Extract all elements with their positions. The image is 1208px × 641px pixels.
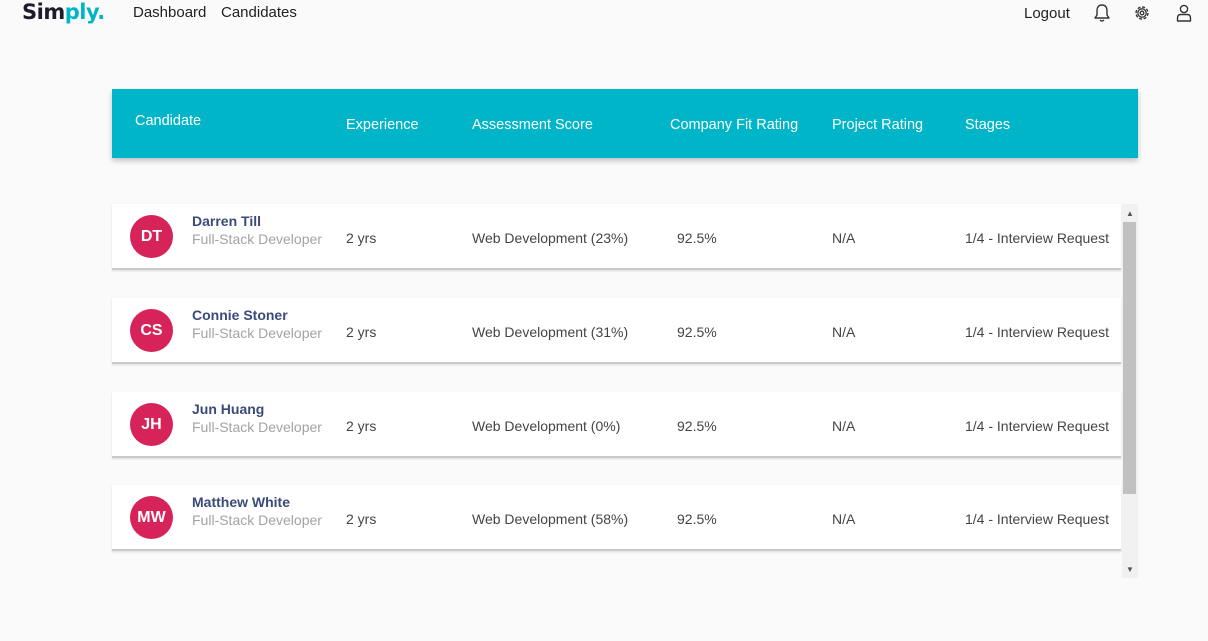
- candidate-name[interactable]: Jun Huang: [192, 401, 265, 417]
- candidate-role: Full-Stack Developer: [192, 512, 322, 528]
- experience-value: 2 yrs: [346, 511, 377, 527]
- scrollbar-thumb[interactable]: [1123, 222, 1136, 494]
- top-navigation-bar: Simply. Dashboard Candidates Logout: [0, 0, 1208, 40]
- nav-candidates-link[interactable]: Candidates: [221, 4, 297, 21]
- stage-value: 1/4 - Interview Request: [965, 511, 1109, 527]
- bell-icon[interactable]: [1092, 3, 1112, 23]
- project-rating-value: N/A: [832, 418, 856, 434]
- assessment-score-value: Web Development (23%): [472, 230, 629, 246]
- avatar: DT: [130, 215, 173, 258]
- header-assessment-score[interactable]: Assessment Score: [472, 117, 593, 133]
- avatar: JH: [130, 403, 173, 446]
- candidate-name[interactable]: Darren Till: [192, 213, 261, 229]
- company-fit-value: 92.5%: [677, 418, 717, 434]
- stage-value: 1/4 - Interview Request: [965, 230, 1109, 246]
- project-rating-value: N/A: [832, 511, 856, 527]
- header-project-rating[interactable]: Project Rating: [832, 117, 924, 133]
- avatar: CS: [130, 309, 173, 352]
- table-header-bar: Candidate Experience Assessment Score Co…: [112, 89, 1138, 158]
- scroll-up-arrow-icon[interactable]: ▲: [1126, 208, 1134, 218]
- candidate-name[interactable]: Matthew White: [192, 494, 290, 510]
- experience-value: 2 yrs: [346, 230, 377, 246]
- user-icon[interactable]: [1174, 3, 1194, 23]
- logo-accent-text: ply.: [64, 0, 105, 24]
- company-fit-value: 92.5%: [677, 324, 717, 340]
- company-fit-value: 92.5%: [677, 230, 717, 246]
- project-rating-value: N/A: [832, 230, 856, 246]
- header-stages[interactable]: Stages: [965, 117, 1011, 133]
- company-fit-value: 92.5%: [677, 511, 717, 527]
- candidate-role: Full-Stack Developer: [192, 231, 322, 247]
- assessment-score-value: Web Development (31%): [472, 324, 629, 340]
- candidate-role: Full-Stack Developer: [192, 419, 322, 435]
- experience-value: 2 yrs: [346, 324, 377, 340]
- experience-value: 2 yrs: [346, 418, 377, 434]
- header-company-fit-rating[interactable]: Company Fit Rating: [670, 117, 799, 133]
- candidate-list: DT Darren Till Full-Stack Developer 2 yr…: [112, 204, 1138, 578]
- header-experience[interactable]: Experience: [346, 117, 419, 133]
- avatar: MW: [130, 496, 173, 539]
- app-logo[interactable]: Simply.: [22, 0, 105, 24]
- header-candidate[interactable]: Candidate: [135, 113, 202, 129]
- candidate-name[interactable]: Connie Stoner: [192, 307, 288, 323]
- logout-link[interactable]: Logout: [1024, 5, 1070, 22]
- assessment-score-value: Web Development (0%): [472, 418, 621, 434]
- assessment-score-value: Web Development (58%): [472, 511, 629, 527]
- list-scrollbar[interactable]: ▲ ▼: [1122, 204, 1138, 578]
- nav-dashboard-link[interactable]: Dashboard: [133, 4, 207, 21]
- project-rating-value: N/A: [832, 324, 856, 340]
- gear-icon[interactable]: [1132, 3, 1152, 23]
- candidate-row[interactable]: DT Darren Till Full-Stack Developer 2 yr…: [112, 204, 1121, 270]
- candidate-row[interactable]: JH Jun Huang Full-Stack Developer 2 yrs …: [112, 392, 1121, 458]
- stage-value: 1/4 - Interview Request: [965, 418, 1109, 434]
- candidate-row[interactable]: CS Connie Stoner Full-Stack Developer 2 …: [112, 298, 1121, 364]
- logo-main-text: Sim: [22, 0, 65, 24]
- candidate-row[interactable]: MW Matthew White Full-Stack Developer 2 …: [112, 485, 1121, 551]
- stage-value: 1/4 - Interview Request: [965, 324, 1109, 340]
- candidate-role: Full-Stack Developer: [192, 325, 322, 341]
- scroll-down-arrow-icon[interactable]: ▼: [1126, 564, 1134, 574]
